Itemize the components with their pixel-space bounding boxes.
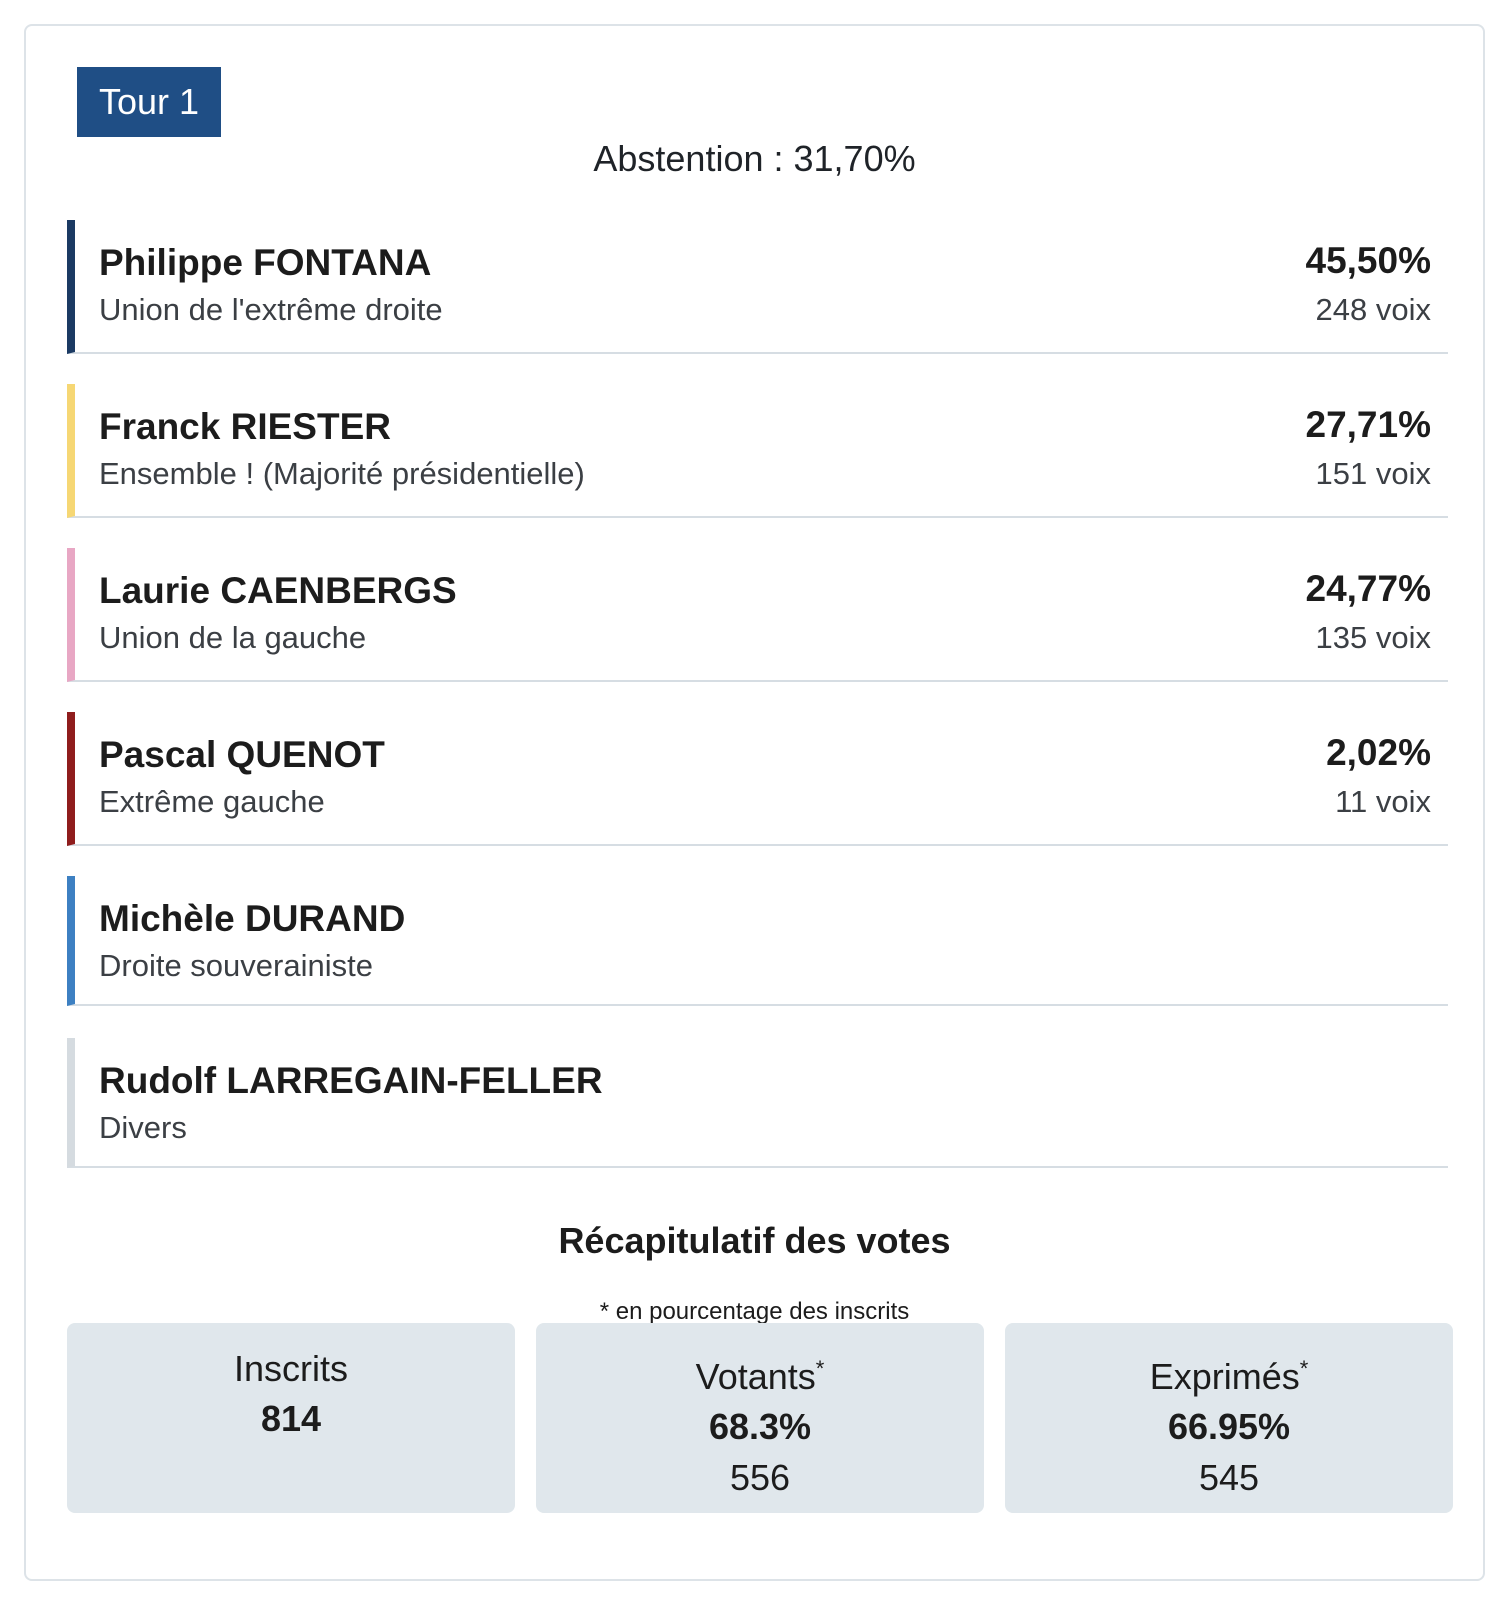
candidate-name: Rudolf LARREGAIN-FELLER (99, 1060, 603, 1101)
candidate-votes: 248 voix (1315, 292, 1431, 327)
summary-footnote: * en pourcentage des inscrits (599, 1298, 910, 1325)
exprimes-asterisk: * (1299, 1356, 1309, 1381)
round-tab[interactable]: Tour 1 (77, 67, 221, 137)
candidate-party: Droite souverainiste (99, 948, 373, 983)
results-card: Tour 1 Abstention : 31,70% Philippe FONT… (24, 24, 1485, 1581)
candidate-party: Union de l'extrême droite (99, 292, 443, 327)
candidate-votes: 135 voix (1315, 620, 1431, 655)
candidate-row: Pascal QUENOT Extrême gauche 2,02% 11 vo… (67, 712, 1448, 846)
candidate-party: Union de la gauche (99, 620, 367, 655)
votants-asterisk: * (815, 1356, 825, 1381)
candidate-name: Pascal QUENOT (99, 734, 385, 775)
candidate-party: Divers (99, 1110, 187, 1145)
summary-boxes: Inscrits 814 Votants* 68.3% 556 Exprimés… (67, 1323, 1453, 1513)
candidate-votes: 151 voix (1315, 456, 1431, 491)
inscrits-value: 814 (260, 1398, 322, 1439)
candidate-name: Laurie CAENBERGS (99, 570, 457, 611)
exprimes-count: 545 (1198, 1457, 1260, 1498)
candidate-percentage: 24,77% (1305, 568, 1432, 609)
candidate-list: Philippe FONTANA Union de l'extrême droi… (67, 220, 1448, 1200)
candidate-name: Philippe FONTANA (99, 242, 432, 283)
candidate-percentage: 2,02% (1326, 732, 1431, 773)
votants-box: Votants* 68.3% 556 (536, 1323, 984, 1513)
abstention-rate: Abstention : 31,70% (593, 138, 916, 179)
candidate-party: Ensemble ! (Majorité présidentielle) (99, 456, 585, 491)
candidate-votes: 11 voix (1335, 784, 1431, 819)
candidate-party: Extrême gauche (99, 784, 325, 819)
inscrits-box: Inscrits 814 (67, 1323, 515, 1513)
summary-title: Récapitulatif des votes (558, 1220, 951, 1261)
votants-label: Votants* (536, 1345, 984, 1401)
candidate-name: Franck RIESTER (99, 406, 391, 447)
candidate-percentage: 27,71% (1305, 404, 1432, 445)
candidate-row: Michèle DURAND Droite souverainiste (67, 876, 1448, 1006)
exprimes-percentage: 66.95% (1167, 1406, 1291, 1447)
candidate-row: Franck RIESTER Ensemble ! (Majorité prés… (67, 384, 1448, 518)
inscrits-label: Inscrits (233, 1348, 348, 1389)
candidate-row: Laurie CAENBERGS Union de la gauche 24,7… (67, 548, 1448, 682)
exprimes-label-text: Exprimés (1149, 1356, 1300, 1397)
votants-percentage: 68.3% (708, 1406, 812, 1447)
candidate-name: Michèle DURAND (99, 898, 406, 939)
candidate-row: Rudolf LARREGAIN-FELLER Divers (67, 1038, 1448, 1168)
candidate-percentage: 45,50% (1305, 240, 1432, 281)
exprimes-label: Exprimés* (1005, 1345, 1453, 1401)
exprimes-box: Exprimés* 66.95% 545 (1005, 1323, 1453, 1513)
candidate-row: Philippe FONTANA Union de l'extrême droi… (67, 220, 1448, 354)
votants-label-text: Votants (695, 1356, 816, 1397)
votants-count: 556 (729, 1457, 791, 1498)
